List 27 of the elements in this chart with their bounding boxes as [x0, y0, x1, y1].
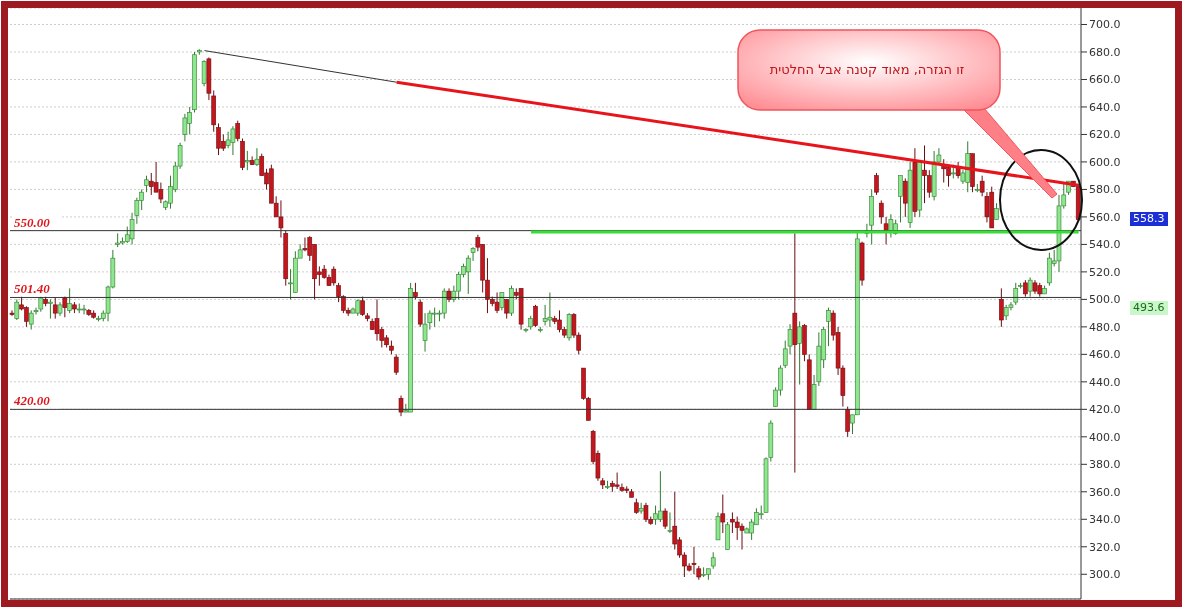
y-tick-label: 700.0 — [1089, 18, 1121, 32]
y-tick-label: 340.0 — [1089, 513, 1121, 527]
y-tick-label: 480.0 — [1089, 320, 1121, 334]
annotation: זו הגזרה, מאוד קטנה אבל החלטית — [768, 62, 966, 77]
y-tick-label: 360.0 — [1089, 485, 1121, 499]
y-tick-label: 660.0 — [1089, 73, 1121, 87]
y-tick-label: 300.0 — [1089, 568, 1121, 582]
y-tick-label: 400.0 — [1089, 430, 1121, 444]
y-tick-label: 600.0 — [1089, 155, 1121, 169]
y-tick-label: 520.0 — [1089, 265, 1121, 279]
y-tick-label: 640.0 — [1089, 100, 1121, 114]
y-tick-label: 540.0 — [1089, 238, 1121, 252]
y-tick-label: 620.0 — [1089, 128, 1121, 142]
y-tick-label: 420.0 — [1089, 403, 1121, 417]
ref-line-label: 420.00 — [13, 393, 51, 409]
y-tick-label: 560.0 — [1089, 210, 1121, 224]
ref-line-label: 550.00 — [14, 214, 51, 230]
y-tick-label: 680.0 — [1089, 45, 1121, 59]
y-tick-label: 320.0 — [1089, 540, 1121, 554]
y-tick-label: 460.0 — [1089, 348, 1121, 362]
y-tick-label: 440.0 — [1089, 375, 1121, 389]
ref-line-label: 501.40 — [14, 281, 51, 297]
text: 493.6 — [1130, 301, 1168, 315]
y-tick-label: 500.0 — [1089, 293, 1121, 307]
y-tick-label: 380.0 — [1089, 458, 1121, 472]
text: 558.3 — [1130, 212, 1168, 226]
y-tick-label: 580.0 — [1089, 183, 1121, 197]
